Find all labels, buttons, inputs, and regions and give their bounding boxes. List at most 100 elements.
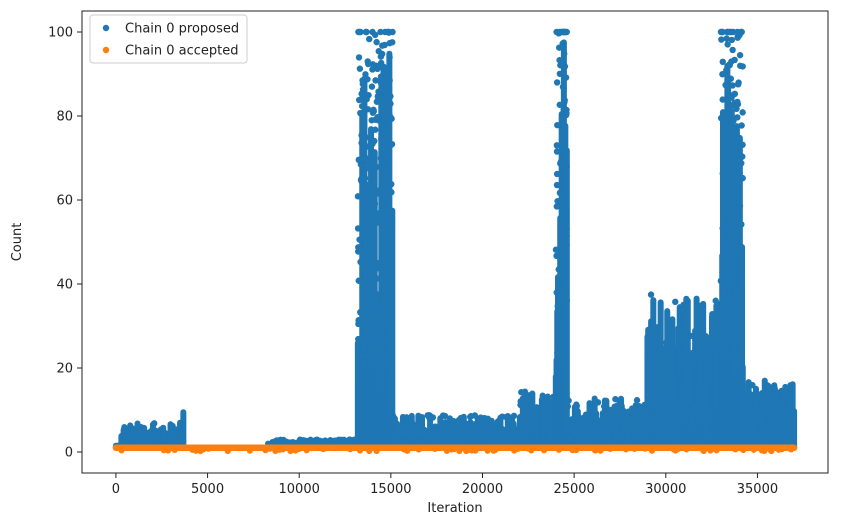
proposed-point: [753, 410, 761, 417]
proposed-point: [360, 123, 368, 131]
proposed-point: [719, 225, 726, 232]
proposed-point: [731, 90, 739, 98]
proposed-point: [160, 431, 167, 438]
accepted-point: [597, 447, 604, 454]
proposed-point: [379, 228, 387, 235]
accepted-point: [700, 448, 707, 455]
proposed-point: [572, 431, 579, 438]
proposed-point: [557, 158, 565, 165]
y-tick-label: 20: [56, 362, 73, 377]
proposed-point: [561, 251, 568, 258]
proposed-point: [360, 360, 367, 368]
proposed-point: [720, 270, 727, 277]
proposed-point: [367, 135, 375, 142]
proposed-point: [384, 185, 391, 193]
proposed-point: [373, 62, 380, 69]
proposed-point: [374, 96, 382, 103]
proposed-point: [762, 388, 770, 396]
proposed-point: [728, 318, 736, 326]
proposed-point: [516, 434, 523, 441]
proposed-point: [361, 332, 368, 339]
proposed-point: [723, 351, 730, 358]
proposed-point: [356, 28, 363, 36]
proposed-point: [729, 181, 736, 188]
proposed-point: [727, 239, 734, 247]
proposed-point: [790, 437, 797, 444]
proposed-point: [717, 277, 725, 285]
proposed-point: [370, 186, 378, 193]
accepted-point: [262, 447, 269, 454]
proposed-point: [734, 114, 741, 121]
proposed-point: [582, 437, 590, 444]
proposed-point: [779, 424, 787, 432]
proposed-point: [680, 333, 687, 340]
proposed-point: [786, 422, 793, 429]
proposed-point: [560, 28, 567, 36]
proposed-point: [499, 426, 506, 433]
proposed-point: [635, 405, 643, 413]
proposed-point: [380, 364, 387, 371]
proposed-point: [118, 438, 125, 445]
accepted-point: [451, 446, 458, 453]
proposed-point: [359, 80, 367, 88]
proposed-point: [137, 432, 144, 439]
proposed-point: [679, 398, 686, 406]
proposed-point: [731, 56, 738, 64]
proposed-point: [170, 436, 177, 444]
accepted-point: [768, 448, 775, 455]
proposed-point: [690, 404, 697, 411]
proposed-point: [561, 218, 569, 225]
proposed-point: [734, 33, 741, 40]
proposed-point: [731, 299, 738, 306]
proposed-point: [369, 140, 376, 147]
proposed-point: [369, 28, 376, 36]
proposed-point: [383, 138, 391, 145]
proposed-point: [362, 134, 370, 141]
proposed-point: [553, 148, 561, 155]
proposed-point: [360, 345, 368, 352]
proposed-point: [361, 156, 369, 164]
proposed-point: [367, 254, 374, 261]
proposed-point: [735, 192, 743, 199]
proposed-point: [625, 408, 632, 415]
proposed-point: [743, 412, 750, 420]
proposed-point: [378, 81, 385, 88]
proposed-point: [775, 433, 783, 441]
proposed-point: [363, 165, 370, 172]
accepted-point: [463, 448, 470, 455]
plot-points: [112, 28, 798, 455]
proposed-point: [477, 419, 484, 426]
proposed-point: [720, 290, 727, 297]
proposed-point: [737, 62, 744, 69]
proposed-point: [728, 134, 735, 141]
proposed-point: [372, 77, 379, 84]
proposed-point: [563, 297, 571, 304]
proposed-point: [299, 438, 306, 446]
proposed-point: [721, 176, 728, 183]
proposed-point: [683, 391, 690, 398]
proposed-point: [379, 309, 387, 316]
proposed-point: [357, 161, 365, 168]
proposed-point: [455, 417, 463, 424]
x-tick-label: 35000: [737, 482, 778, 497]
proposed-point: [382, 252, 389, 260]
proposed-point: [441, 412, 449, 420]
accepted-point: [788, 446, 795, 453]
proposed-point: [738, 363, 746, 371]
proposed-point: [390, 436, 397, 443]
proposed-point: [461, 426, 468, 434]
proposed-point: [559, 40, 566, 47]
proposed-point: [727, 199, 735, 206]
accepted-point: [683, 446, 690, 453]
proposed-point: [560, 353, 568, 360]
proposed-point: [539, 423, 547, 431]
proposed-point: [721, 202, 728, 209]
proposed-point: [555, 266, 562, 273]
proposed-point: [455, 436, 463, 443]
legend-marker-proposed: [102, 24, 110, 32]
proposed-point: [719, 96, 726, 103]
accepted-point: [670, 446, 677, 453]
proposed-point: [385, 298, 392, 305]
proposed-point: [722, 81, 729, 89]
proposed-point: [553, 170, 561, 178]
